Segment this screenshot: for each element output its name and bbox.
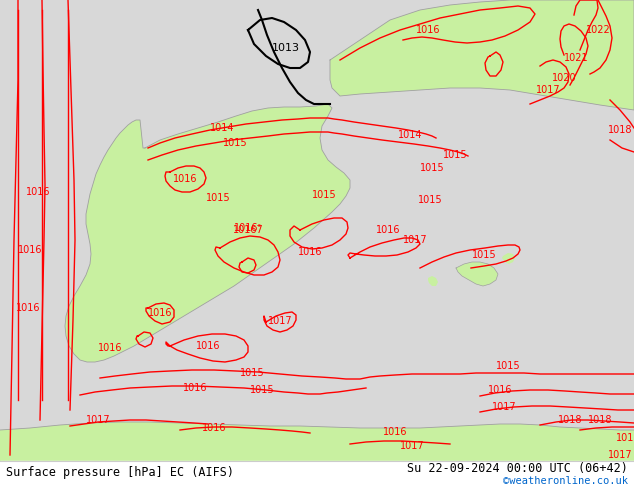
Text: 1016: 1016: [202, 423, 226, 433]
Text: 1019: 1019: [616, 433, 634, 443]
Text: 1016: 1016: [18, 245, 42, 255]
Polygon shape: [0, 461, 634, 490]
Polygon shape: [428, 276, 438, 286]
Text: 1015: 1015: [223, 138, 247, 148]
Text: 1017: 1017: [268, 316, 292, 326]
Text: 1015: 1015: [472, 250, 496, 260]
Text: 1018: 1018: [588, 415, 612, 425]
Text: 1016: 1016: [298, 247, 322, 257]
Text: 1016: 1016: [26, 187, 50, 197]
Text: 1016: 1016: [98, 343, 122, 353]
Text: 1016: 1016: [16, 303, 40, 313]
Text: 1015: 1015: [418, 195, 443, 205]
Text: 1022: 1022: [586, 25, 611, 35]
Text: 1017: 1017: [536, 85, 560, 95]
Text: Surface pressure [hPa] EC (AIFS): Surface pressure [hPa] EC (AIFS): [6, 466, 234, 479]
Text: 1013: 1013: [272, 43, 300, 53]
Text: ©weatheronline.co.uk: ©weatheronline.co.uk: [503, 476, 628, 486]
Text: 1015: 1015: [205, 193, 230, 203]
Text: 1016: 1016: [172, 174, 197, 184]
Text: 1017: 1017: [492, 402, 516, 412]
Text: 1020: 1020: [552, 73, 576, 83]
Text: 1015: 1015: [420, 163, 444, 173]
Text: 1015: 1015: [496, 361, 521, 371]
Text: 1017: 1017: [399, 441, 424, 451]
Text: 1018: 1018: [558, 415, 582, 425]
Text: 1017: 1017: [607, 450, 632, 460]
Text: 1014: 1014: [398, 130, 422, 140]
Text: 10167: 10167: [233, 225, 263, 235]
Text: 1016: 1016: [183, 383, 207, 393]
Polygon shape: [65, 104, 350, 362]
Text: 1015: 1015: [443, 150, 467, 160]
Text: 1015: 1015: [240, 368, 264, 378]
Text: 1016: 1016: [383, 427, 407, 437]
Polygon shape: [502, 253, 515, 264]
Text: 1016: 1016: [416, 25, 440, 35]
Text: 1017: 1017: [403, 235, 427, 245]
Polygon shape: [0, 422, 634, 490]
Text: Su 22-09-2024 00:00 UTC (06+42): Su 22-09-2024 00:00 UTC (06+42): [407, 462, 628, 474]
Polygon shape: [0, 0, 634, 460]
Text: 1016: 1016: [196, 341, 220, 351]
Text: 1021: 1021: [564, 53, 588, 63]
Text: 1016: 1016: [376, 225, 400, 235]
Text: 1015: 1015: [250, 385, 275, 395]
Text: 1016: 1016: [148, 308, 172, 318]
Text: 1016: 1016: [488, 385, 512, 395]
Polygon shape: [330, 0, 634, 110]
Text: 1018: 1018: [608, 125, 632, 135]
Polygon shape: [456, 262, 498, 286]
Text: 1017: 1017: [86, 415, 110, 425]
Text: 1015: 1015: [312, 190, 336, 200]
Text: 1016ᶟ: 1016ᶟ: [234, 223, 262, 233]
Text: 1014: 1014: [210, 123, 234, 133]
